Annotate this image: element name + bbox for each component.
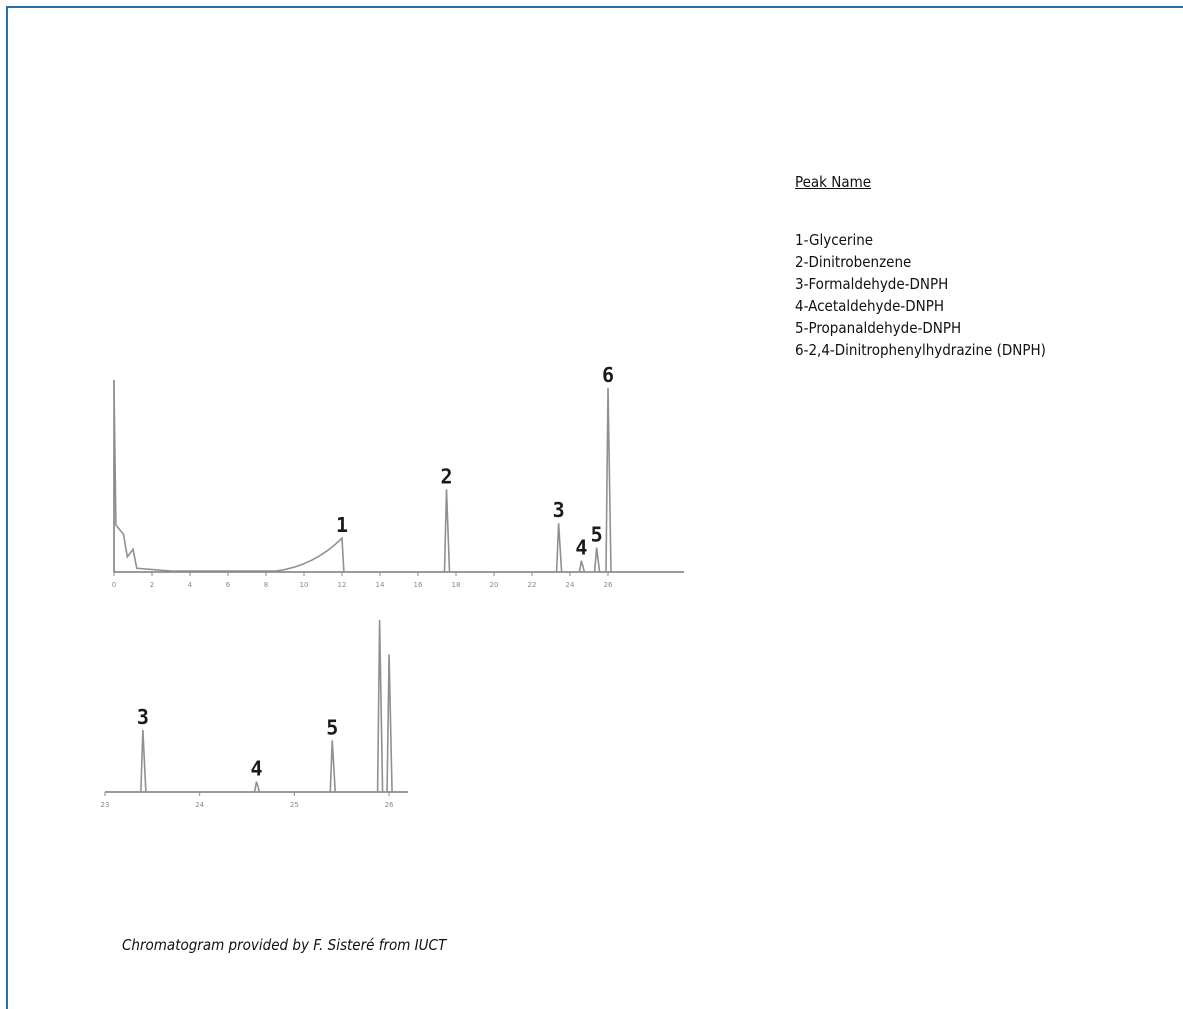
- peak-label-4: 4: [575, 536, 587, 560]
- x-tick-label: 0: [112, 581, 116, 589]
- page-frame: [6, 6, 1183, 1009]
- legend-title: Peak Name: [795, 173, 872, 191]
- x-tick-label: 20: [490, 581, 499, 589]
- legend-item-1: 1-Glycerine: [795, 231, 874, 249]
- peak-4: [253, 781, 261, 793]
- x-tick-label: 22: [528, 581, 537, 589]
- peak-label-2: 2: [440, 464, 452, 488]
- legend-item-5: 5-Propanaldehyde-DNPH: [795, 319, 962, 337]
- peak-label-5: 5: [591, 523, 603, 547]
- x-tick-label: 16: [414, 581, 423, 589]
- x-tick-label: 26: [385, 801, 394, 809]
- peak-label-3: 3: [553, 498, 565, 522]
- x-tick-label: 23: [101, 801, 110, 809]
- peak-label-5: 5: [326, 715, 338, 739]
- peak-unlabeled-3: [376, 619, 384, 793]
- x-tick-label: 26: [604, 581, 613, 589]
- peak-4: [578, 560, 586, 573]
- peak-label-3: 3: [137, 705, 149, 729]
- legend-item-6: 6-2,4-Dinitrophenylhydrazine (DNPH): [795, 341, 1046, 359]
- peak-label-6: 6: [602, 363, 614, 387]
- peak-5: [593, 547, 601, 573]
- x-tick-label: 10: [300, 581, 309, 589]
- baseline-trace: [113, 383, 345, 573]
- caption: Chromatogram provided by F. Sisteré from…: [122, 936, 447, 954]
- x-tick-label: 25: [290, 801, 299, 809]
- peak-label-4: 4: [250, 757, 262, 781]
- x-tick-label: 2: [150, 581, 154, 589]
- x-tick-label: 24: [566, 581, 575, 589]
- legend-item-4: 4-Acetaldehyde-DNPH: [795, 297, 945, 315]
- peak-6: [605, 387, 612, 573]
- legend-item-3: 3-Formaldehyde-DNPH: [795, 275, 949, 293]
- x-tick-label: 24: [195, 801, 204, 809]
- peak-3: [555, 523, 563, 573]
- peak-3: [140, 730, 147, 793]
- x-tick-label: 12: [338, 581, 347, 589]
- x-tick-label: 14: [376, 581, 385, 589]
- peak-legend: Peak Name 1-Glycerine 2-Dinitrobenzene 3…: [795, 173, 1046, 361]
- peak-unlabeled-4: [386, 654, 393, 793]
- legend-list: 1-Glycerine 2-Dinitrobenzene 3-Formaldeh…: [795, 229, 1046, 361]
- x-tick-label: 18: [452, 581, 461, 589]
- peak-5: [329, 740, 337, 793]
- legend-item-2: 2-Dinitrobenzene: [795, 253, 912, 271]
- peak-label-1: 1: [336, 513, 348, 537]
- x-tick-label: 8: [264, 581, 268, 589]
- peak-2: [443, 489, 451, 573]
- x-tick-label: 6: [226, 581, 231, 589]
- x-tick-label: 4: [188, 581, 193, 589]
